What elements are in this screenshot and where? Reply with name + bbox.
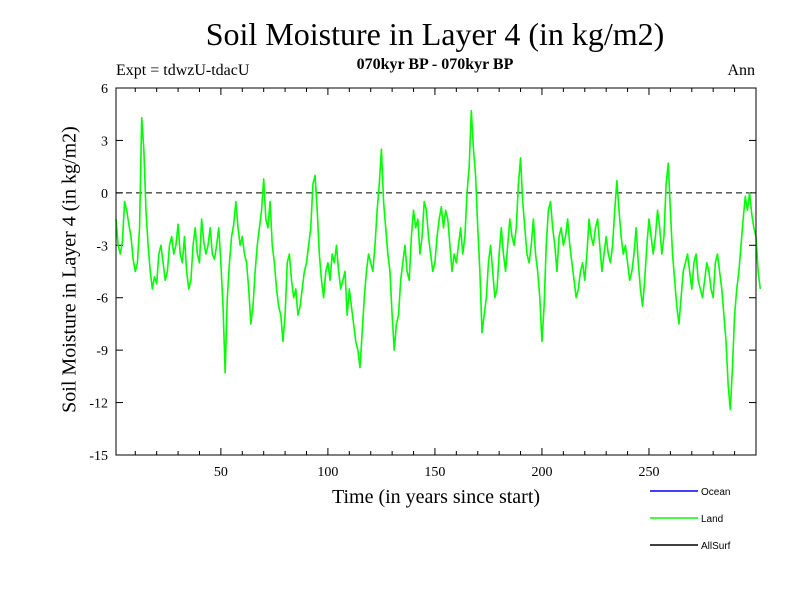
y-tick-label: -3 bbox=[96, 239, 108, 254]
legend-label-land: Land bbox=[701, 514, 723, 525]
experiment-label: Expt = tdwzU-tdacU bbox=[116, 62, 250, 79]
series-lines bbox=[115, 109, 762, 411]
x-axis-label: Time (in years since start) bbox=[331, 486, 541, 508]
x-tick-label: 250 bbox=[638, 465, 659, 480]
y-tick-label: -15 bbox=[89, 449, 108, 464]
axis-ticks: 6 3 0 -3 -6 -9 -12 -15 50 100 150 200 250 bbox=[89, 82, 756, 480]
y-tick-label: 3 bbox=[101, 134, 108, 149]
x-tick-label: 200 bbox=[531, 465, 552, 480]
x-tick-label: 150 bbox=[424, 465, 445, 480]
y-tick-label: 6 bbox=[101, 82, 108, 97]
series-line-land bbox=[115, 109, 762, 411]
y-tick-label: 0 bbox=[101, 187, 108, 202]
chart-title: Soil Moisture in Layer 4 (in kg/m2) bbox=[205, 16, 665, 52]
y-tick-label: -12 bbox=[89, 397, 108, 412]
plot-frame bbox=[115, 87, 757, 456]
x-tick-label: 100 bbox=[317, 465, 338, 480]
y-tick-label: -9 bbox=[96, 344, 108, 359]
legend: Ocean Land AllSurf bbox=[650, 487, 731, 552]
period-label: Ann bbox=[727, 62, 755, 79]
legend-label-ocean: Ocean bbox=[701, 487, 730, 498]
legend-label-allsurf: AllSurf bbox=[701, 541, 731, 552]
chart-subtitle: 070kyr BP - 070kyr BP bbox=[356, 56, 514, 73]
y-tick-label: -6 bbox=[96, 292, 108, 307]
x-tick-label: 50 bbox=[214, 465, 228, 480]
